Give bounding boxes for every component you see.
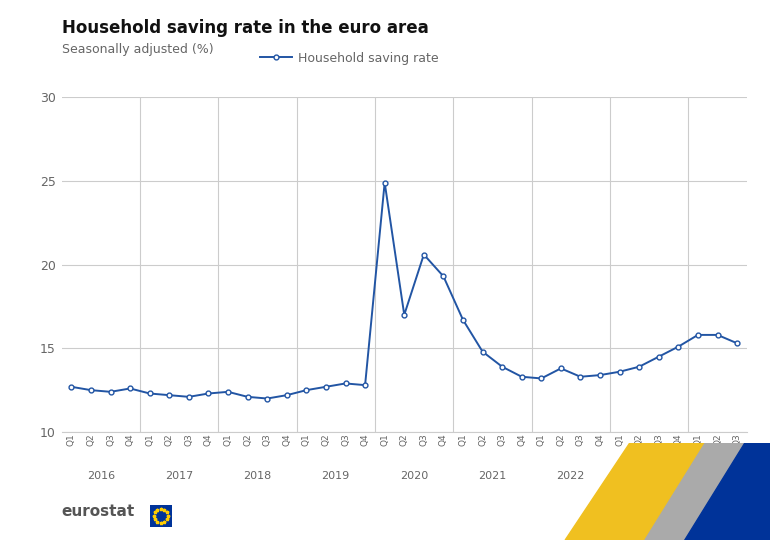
Household saving rate [145,390,154,397]
Household saving rate [713,332,722,338]
Household saving rate [537,375,546,382]
Household saving rate [556,365,565,372]
Text: 2017: 2017 [165,471,193,481]
Household saving rate [517,374,527,380]
Household saving rate [576,374,585,380]
Legend: Household saving rate: Household saving rate [256,46,444,70]
Household saving rate [321,383,330,390]
Text: eurostat: eurostat [62,504,135,519]
Polygon shape [565,443,716,540]
Household saving rate [341,380,350,387]
Household saving rate [634,363,644,370]
Household saving rate [106,389,115,395]
Household saving rate [674,343,683,350]
Household saving rate [478,348,487,355]
Household saving rate [458,316,467,323]
Household saving rate [67,383,76,390]
Household saving rate [693,332,702,338]
Polygon shape [684,443,770,540]
Household saving rate [732,340,742,347]
Household saving rate [86,387,95,393]
Text: 2022: 2022 [557,471,585,481]
Text: Household saving rate in the euro area: Household saving rate in the euro area [62,19,428,37]
Text: 2021: 2021 [478,471,507,481]
Household saving rate [165,392,174,399]
Household saving rate [223,389,233,395]
Household saving rate [595,372,604,379]
Household saving rate [263,395,272,402]
Household saving rate [243,394,253,400]
Household saving rate [615,368,624,375]
Household saving rate [654,353,664,360]
Household saving rate [439,273,448,280]
Household saving rate [282,392,291,399]
Text: 2023: 2023 [635,471,663,481]
Polygon shape [645,443,748,540]
Household saving rate [302,387,311,393]
Text: 2020: 2020 [400,471,428,481]
Line: Household saving rate: Household saving rate [69,180,739,401]
Text: Seasonally adjusted (%): Seasonally adjusted (%) [62,43,213,56]
Household saving rate [497,363,507,370]
Household saving rate [360,382,370,388]
Household saving rate [184,394,193,400]
Household saving rate [380,179,390,186]
Household saving rate [204,390,213,397]
Household saving rate [419,251,428,258]
Text: 2016: 2016 [87,471,115,481]
Household saving rate [400,312,409,318]
Text: 2019: 2019 [322,471,350,481]
Text: 2024: 2024 [703,471,731,481]
Household saving rate [126,385,135,392]
Text: 2018: 2018 [243,471,272,481]
